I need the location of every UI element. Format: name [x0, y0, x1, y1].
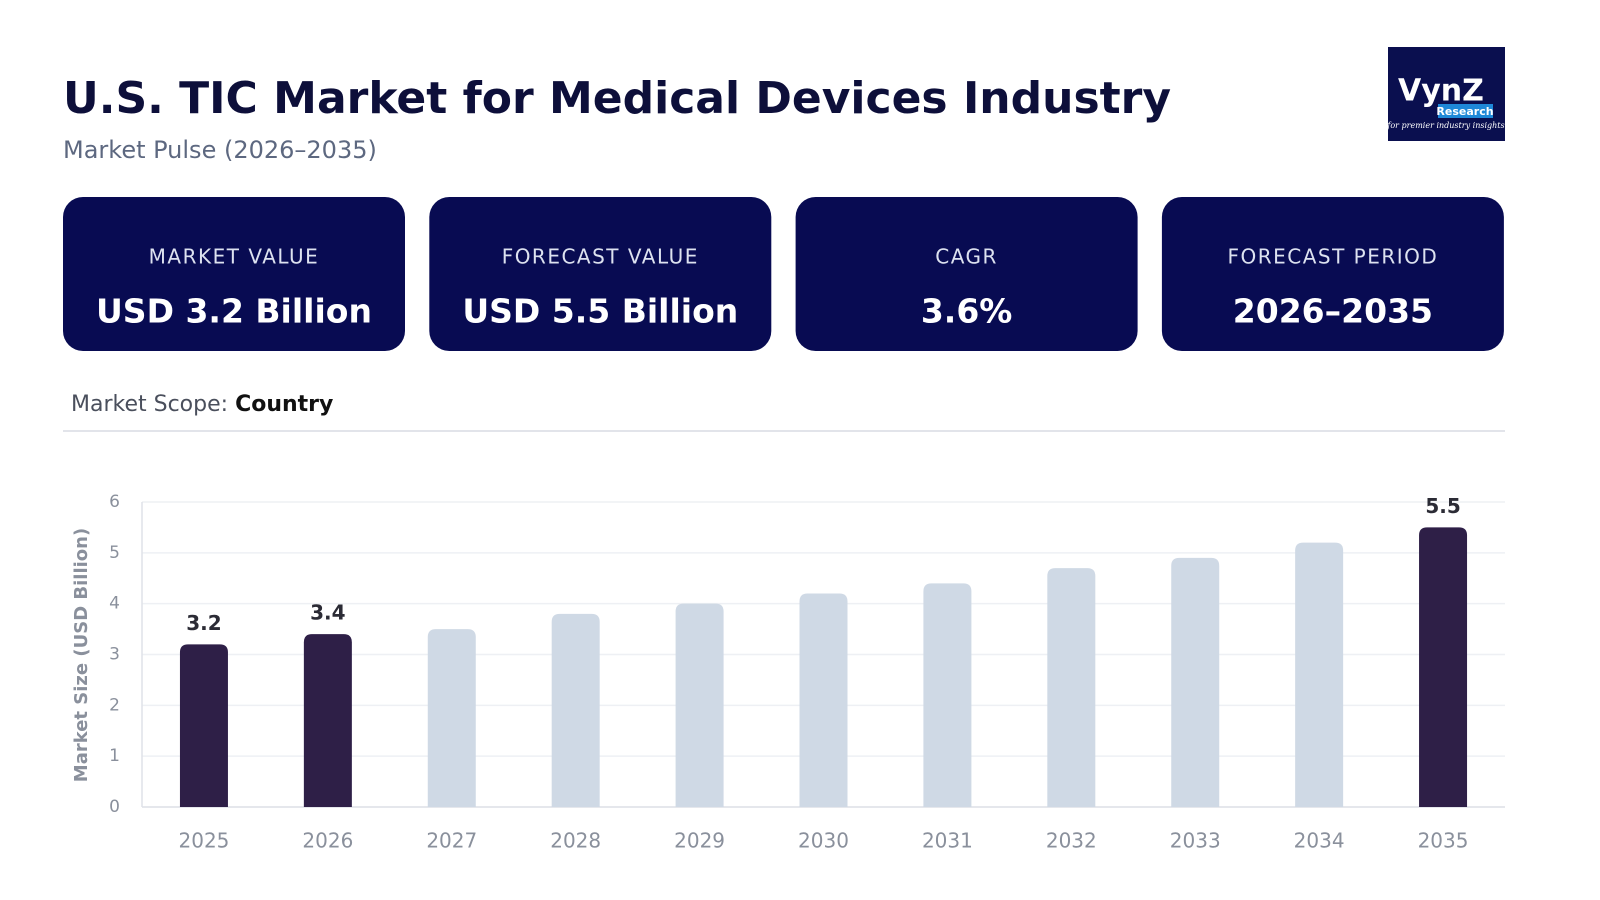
bar	[675, 603, 724, 807]
bar	[1171, 557, 1220, 807]
y-tick-label: 0	[109, 797, 120, 817]
y-tick-label: 1	[109, 746, 120, 766]
logo-name: VynZ	[1398, 74, 1484, 109]
bar	[1419, 527, 1468, 807]
y-axis-label: Market Size (USD Billion)	[71, 528, 92, 782]
subtitle: Market Pulse (2026–2035)	[63, 136, 377, 164]
x-tick-label: 2028	[550, 829, 601, 853]
cards: MARKET VALUE USD 3.2 Billion FORECAST VALU…	[63, 197, 1504, 351]
y-tick-label: 4	[109, 594, 120, 614]
value-label: 3.4	[310, 601, 345, 625]
card	[795, 197, 1138, 351]
bar	[551, 613, 600, 807]
bar	[427, 629, 476, 807]
card-label: FORECAST VALUE	[502, 245, 699, 269]
logo-badge-bg	[1438, 104, 1493, 118]
logo-background	[1388, 47, 1505, 141]
logo-badge: Research	[1436, 105, 1493, 118]
card	[63, 197, 405, 351]
plot: 0 1 2 3 4 5 6 2025 3.2 2026 3.4 2027 2028 2029 2030 203…	[109, 492, 1505, 853]
y-tick-label: 6	[109, 492, 120, 512]
bar	[799, 593, 848, 807]
value-label: 5.5	[1425, 494, 1460, 518]
x-tick-label: 2033	[1170, 829, 1221, 853]
x-tick-label: 2029	[674, 829, 725, 853]
x-tick-label: 2027	[426, 829, 477, 853]
card-value: 2026–2035	[1233, 292, 1433, 331]
x-tick-label: 2031	[922, 829, 973, 853]
x-tick-label: 2026	[302, 829, 353, 853]
bar	[179, 644, 228, 807]
x-tick-label: 2030	[798, 829, 849, 853]
scope-label: Market Scope:	[71, 392, 228, 417]
bar	[1295, 542, 1344, 807]
bar	[303, 634, 352, 807]
x-tick-label: 2034	[1294, 829, 1345, 853]
card-label: CAGR	[935, 245, 998, 269]
card-value: USD 5.5 Billion	[462, 292, 738, 331]
card	[429, 197, 772, 351]
card-label: FORECAST PERIOD	[1227, 245, 1438, 269]
y-tick-label: 3	[109, 645, 120, 665]
card-label: MARKET VALUE	[149, 245, 320, 269]
logo: VynZ Research for premier industry insig…	[1386, 47, 1505, 141]
logo-tagline: for premier industry insights	[1386, 121, 1504, 130]
value-label: 3.2	[186, 611, 221, 635]
x-tick-label: 2032	[1046, 829, 1097, 853]
bar	[923, 583, 972, 807]
y-tick-label: 5	[109, 543, 120, 563]
x-tick-label: 2025	[179, 829, 230, 853]
scope: Market Scope: Country	[71, 392, 333, 417]
x-tick-label: 2035	[1418, 829, 1469, 853]
card	[1161, 197, 1504, 351]
title: U.S. TIC Market for Medical Devices Indu…	[63, 73, 1171, 124]
bar	[1047, 568, 1096, 807]
scope-value: Country	[235, 392, 333, 417]
card-value: 3.6%	[921, 292, 1013, 331]
card-value: USD 3.2 Billion	[96, 292, 372, 331]
y-tick-label: 2	[109, 695, 120, 715]
